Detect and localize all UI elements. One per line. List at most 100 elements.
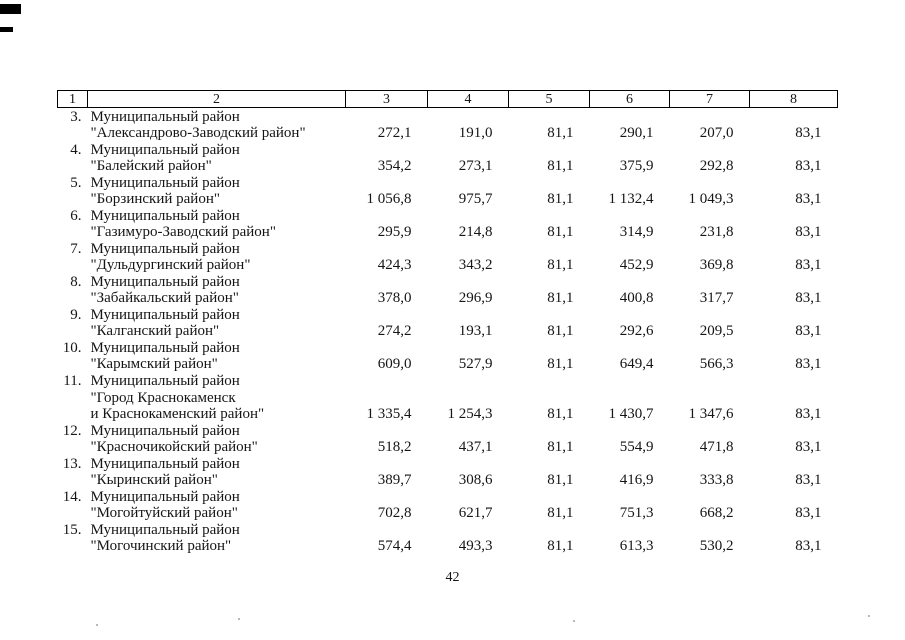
value-cell: 668,2 [699, 505, 734, 522]
table-row-line: 4. Муниципальный район [58, 141, 838, 158]
value-cell [590, 273, 670, 290]
district-name-cell: Муниципальный район [90, 307, 240, 324]
value-cell [670, 373, 750, 390]
value-cell [750, 373, 838, 390]
row-number-cell [58, 505, 88, 521]
value-cell: 81,1 [547, 538, 574, 555]
district-name-cell: и Краснокаменский район" [90, 405, 265, 422]
value-cell: 416,9 [619, 472, 654, 489]
value-cell [670, 488, 750, 505]
value-cell [346, 108, 428, 125]
value-cell: 400,8 [619, 290, 654, 307]
value-cell [428, 108, 509, 125]
district-name-cell: Муниципальный район [90, 273, 240, 290]
district-name-cell: "Газимуро-Заводский район" [90, 224, 276, 241]
value-cell: 273,1 [458, 157, 493, 174]
value-cell [346, 521, 428, 538]
district-name-cell: "Кыринский район" [90, 472, 218, 489]
table-row-line: 10. Муниципальный район [58, 340, 838, 357]
district-name-cell: Муниципальный район [90, 488, 240, 505]
value-cell: 81,1 [547, 356, 574, 373]
value-cell: 83,1 [795, 323, 822, 340]
value-cell: 308,6 [458, 472, 493, 489]
table-row-line: "Александрово-Заводский район" 272,1 191,0… [58, 125, 838, 141]
value-cell [670, 207, 750, 224]
value-cell [346, 307, 428, 324]
value-cell [670, 141, 750, 158]
row-number-cell [58, 356, 88, 372]
value-cell: 81,1 [547, 438, 574, 455]
value-cell: 272,1 [377, 124, 412, 141]
table-row-line: 6. Муниципальный район [58, 207, 838, 224]
row-number-cell: 4. [70, 141, 82, 158]
value-cell [346, 488, 428, 505]
value-cell: 493,3 [458, 538, 493, 555]
value-cell [590, 141, 670, 158]
value-cell [428, 174, 509, 191]
value-cell [750, 108, 838, 125]
table-row-line: 8. Муниципальный район [58, 273, 838, 290]
value-cell: 81,1 [547, 290, 574, 307]
value-cell: 649,4 [619, 356, 654, 373]
value-cell [346, 340, 428, 357]
district-name-cell: Муниципальный район [90, 455, 240, 472]
value-cell [590, 373, 670, 390]
row-number-cell: 12. [62, 422, 82, 439]
value-cell: 81,1 [547, 405, 574, 422]
value-cell: 83,1 [795, 405, 822, 422]
value-cell: 296,9 [458, 290, 493, 307]
value-cell: 1 056,8 [366, 190, 412, 207]
value-cell: 354,2 [377, 157, 412, 174]
value-cell [750, 141, 838, 158]
value-cell [590, 521, 670, 538]
value-cell [346, 174, 428, 191]
value-cell [346, 207, 428, 224]
table-row-line: "Красночикойский район" 518,2 437,1 81,1 554… [58, 439, 838, 455]
value-cell [428, 488, 509, 505]
value-cell [750, 455, 838, 472]
header-cell: 1 [57, 90, 88, 108]
value-cell [590, 174, 670, 191]
scan-speck [573, 620, 575, 622]
value-cell: 81,1 [547, 505, 574, 522]
row-number-cell: 7. [70, 240, 82, 257]
value-cell: 193,1 [458, 323, 493, 340]
district-name-cell: "Борзинский район" [90, 190, 221, 207]
district-name-cell: Муниципальный район [90, 521, 240, 538]
value-cell: 702,8 [377, 505, 412, 522]
value-cell: 83,1 [795, 157, 822, 174]
district-name-cell: "Балейский район" [90, 157, 212, 174]
value-cell: 378,0 [377, 290, 412, 307]
value-cell: 290,1 [619, 124, 654, 141]
value-cell [670, 521, 750, 538]
district-name-cell: Муниципальный район [90, 141, 240, 158]
row-number-cell: 9. [70, 307, 82, 324]
value-cell [428, 373, 509, 390]
value-cell: 207,0 [699, 124, 734, 141]
value-cell: 554,9 [619, 438, 654, 455]
value-cell: 83,1 [795, 124, 822, 141]
value-cell [346, 141, 428, 158]
table-row-line: 9. Муниципальный район [58, 307, 838, 324]
value-cell [750, 207, 838, 224]
header-cell: 8 [749, 90, 838, 108]
district-name-cell: Муниципальный район [90, 174, 240, 191]
header-cell: 2 [87, 90, 346, 108]
value-cell [750, 273, 838, 290]
header-cell: 3 [345, 90, 428, 108]
row-number-cell [58, 224, 88, 240]
value-cell: 83,1 [795, 257, 822, 274]
value-cell: 317,7 [699, 290, 734, 307]
value-cell: 83,1 [795, 356, 822, 373]
value-cell [346, 273, 428, 290]
header-cell: 7 [669, 90, 750, 108]
scan-speck [238, 618, 240, 620]
table-row-line: 3. Муниципальный район [58, 108, 838, 125]
value-cell: 574,4 [377, 538, 412, 555]
district-name-cell: "Могойтуйский район" [90, 505, 238, 522]
table-row-line: и Краснокаменский район" 1 335,4 1 254,3 81… [58, 406, 838, 422]
district-name-cell: "Дульдургинский район" [90, 257, 251, 274]
value-cell: 375,9 [619, 157, 654, 174]
value-cell [670, 455, 750, 472]
row-number-cell [58, 472, 88, 488]
